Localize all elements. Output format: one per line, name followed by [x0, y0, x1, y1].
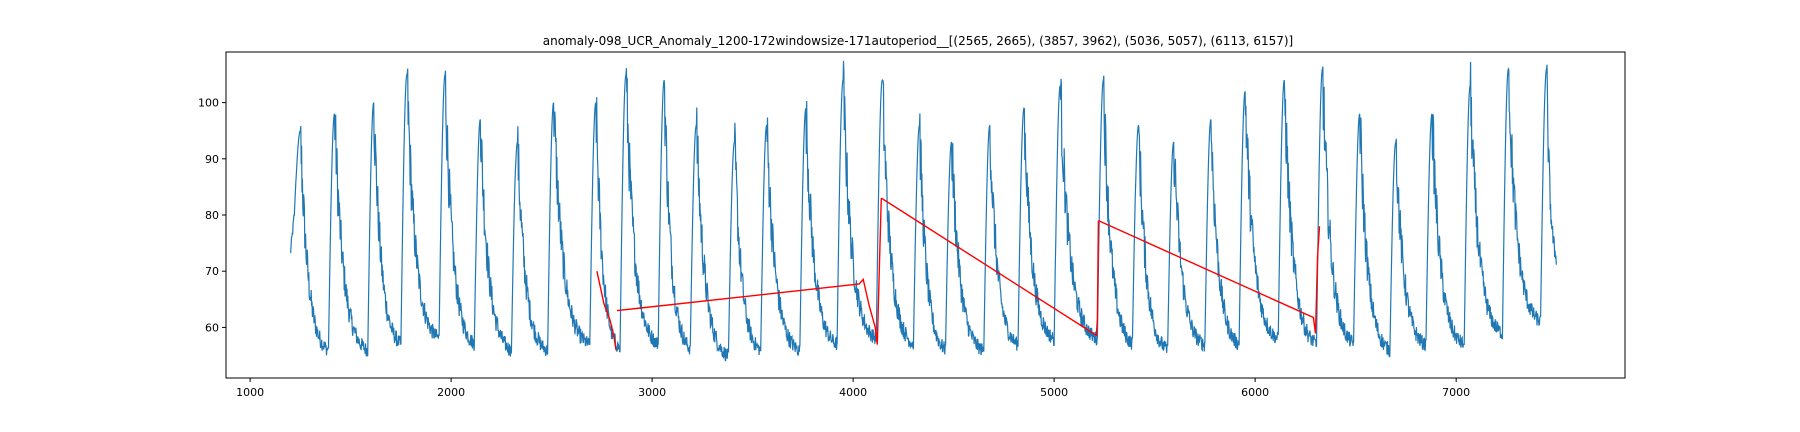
- x-tick-label: 2000: [437, 386, 465, 399]
- x-tick-label: 5000: [1040, 386, 1068, 399]
- x-tick-label: 3000: [638, 386, 666, 399]
- anomaly-segment-1: [596, 271, 617, 351]
- y-tick-label: 60: [205, 321, 219, 334]
- y-tick-label: 70: [205, 265, 219, 278]
- anomaly-layer: [596, 197, 1321, 351]
- x-axis: 1000 2000 3000 4000 5000 6000 7000: [236, 378, 1470, 399]
- y-tick-label: 100: [198, 97, 219, 110]
- y-tick-label: 90: [205, 153, 219, 166]
- anomaly-segment-2: [616, 198, 882, 345]
- x-tick-label: 7000: [1442, 386, 1470, 399]
- anomaly-segment-3: [880, 197, 1100, 337]
- x-tick-label: 6000: [1241, 386, 1269, 399]
- main-series-line: [290, 60, 1557, 362]
- series-layer: [290, 60, 1557, 362]
- y-tick-label: 80: [205, 209, 219, 222]
- anomaly-segment-4: [1098, 219, 1321, 334]
- y-axis: 60 70 80 90 100: [198, 97, 226, 334]
- x-tick-label: 4000: [839, 386, 867, 399]
- chart-title: anomaly-098_UCR_Anomaly_1200-172windowsi…: [543, 34, 1294, 48]
- x-tick-label: 1000: [236, 386, 264, 399]
